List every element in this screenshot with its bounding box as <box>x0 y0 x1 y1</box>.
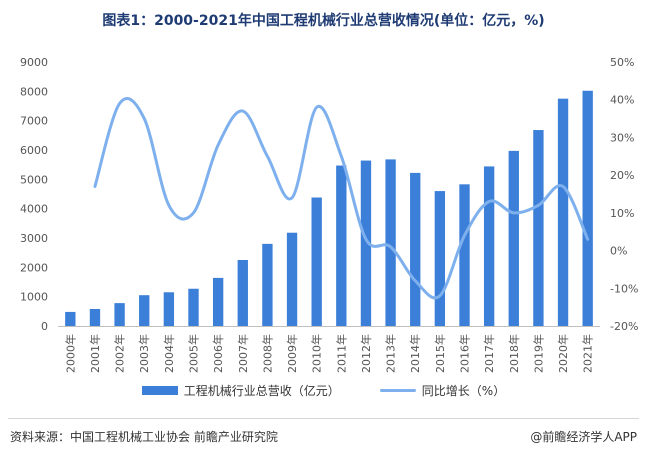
x-tick-label-17: 2017年 <box>482 334 496 373</box>
legend: 工程机械行业总营收（亿元） 同比增长（%） <box>0 382 647 399</box>
x-tick-label-18: 2018年 <box>507 334 521 373</box>
bar-2005年 <box>188 288 199 326</box>
growth-line <box>93 97 590 300</box>
x-tick-label-7: 2007年 <box>236 334 250 373</box>
bar-2001年 <box>89 308 101 326</box>
bar-2015年 <box>434 191 446 326</box>
right-tick-label-2: 0% <box>610 245 627 258</box>
x-tick-label-11: 2011年 <box>334 334 348 373</box>
legend-line-swatch <box>379 389 416 392</box>
x-axis: 2000年 2001年 2002年 2003年 2004年 2005年 2006年 2007年… <box>58 326 600 373</box>
bar-2004年 <box>163 292 175 326</box>
left-tick-label-9: 9000 <box>20 56 48 69</box>
bar-2012年 <box>360 160 372 326</box>
legend-line-label: 同比增长（%） <box>421 384 506 398</box>
x-tick-label-14: 2014年 <box>408 334 422 373</box>
bar-2010年 <box>311 197 322 326</box>
bar-2007年 <box>237 260 248 326</box>
brand-credit: @前瞻经济学人APP <box>530 430 637 444</box>
x-tick-label-3: 2003年 <box>137 334 151 373</box>
bar-2017年 <box>483 166 495 326</box>
bar-2000年 <box>65 311 76 326</box>
left-tick-label-4: 4000 <box>20 203 48 216</box>
bar-2009年 <box>286 232 298 326</box>
bar-2016年 <box>459 184 470 326</box>
chart-title: 图表1：2000-2021年中国工程机械行业总营收情况(单位：亿元，%) <box>102 13 545 29</box>
chart-canvas: 0 1000 2000 3000 4000 5000 6000 7000 8000 9000 -2… <box>20 56 638 373</box>
right-tick-label-5: 30% <box>610 131 634 144</box>
source-note: 资料来源：中国工程机械工业协会 前瞻产业研究院 <box>10 430 278 444</box>
bar-2018年 <box>508 150 519 326</box>
x-tick-label-1: 2001年 <box>88 334 102 373</box>
x-tick-label-20: 2020年 <box>556 334 570 373</box>
right-tick-label-1: -10% <box>610 282 638 295</box>
x-tick-label-9: 2009年 <box>285 334 299 373</box>
bar-2021年 <box>582 90 593 326</box>
legend-bar-label: 工程机械行业总营收（亿元） <box>183 384 340 398</box>
x-tick-label-6: 2006年 <box>211 334 225 373</box>
x-tick-label-21: 2021年 <box>581 334 595 373</box>
x-tick-label-16: 2016年 <box>458 334 472 373</box>
left-tick-label-3: 3000 <box>20 232 48 245</box>
footer-divider <box>8 418 639 419</box>
x-tick-label-8: 2008年 <box>260 334 274 373</box>
bar-2008年 <box>262 243 273 326</box>
x-tick-label-13: 2013年 <box>384 334 398 373</box>
bar-2020年 <box>557 98 569 327</box>
left-tick-label-7: 7000 <box>20 115 48 128</box>
x-tick-label-15: 2015年 <box>433 334 447 373</box>
bar-2011年 <box>336 165 347 326</box>
right-tick-label-3: 10% <box>610 207 634 220</box>
legend-item-growth: 同比增长（%） <box>379 382 506 399</box>
x-tick-label-12: 2012年 <box>359 334 373 373</box>
right-tick-label-6: 40% <box>610 94 634 107</box>
x-tick-label-10: 2010年 <box>310 334 324 373</box>
right-tick-label-0: -20% <box>610 320 638 333</box>
bar-2013年 <box>385 159 396 326</box>
bar-2014年 <box>410 172 421 326</box>
left-tick-label-5: 5000 <box>20 173 48 186</box>
right-tick-label-7: 50% <box>610 56 634 69</box>
left-tick-label-6: 6000 <box>20 144 48 157</box>
legend-bar-swatch <box>141 386 178 395</box>
x-tick-label-4: 2004年 <box>162 334 176 373</box>
left-tick-label-2: 2000 <box>20 261 48 274</box>
left-tick-label-1: 1000 <box>20 291 48 304</box>
right-axis: -20% -10% 0% 10% 20% 30% 40% 50% <box>610 56 638 333</box>
left-tick-label-8: 8000 <box>20 85 48 98</box>
right-tick-label-4: 20% <box>610 169 634 182</box>
bar-series <box>65 90 593 327</box>
x-tick-label-19: 2019年 <box>531 334 545 373</box>
bar-2003年 <box>139 295 150 326</box>
left-tick-label-0: 0 <box>41 320 48 333</box>
x-tick-label-0: 2000年 <box>63 334 77 373</box>
bar-2002年 <box>114 303 125 326</box>
legend-item-revenue: 工程机械行业总营收（亿元） <box>141 382 340 399</box>
bar-2006年 <box>212 277 224 326</box>
left-axis: 0 1000 2000 3000 4000 5000 6000 7000 8000 9000 <box>20 56 48 333</box>
bar-2019年 <box>533 130 544 326</box>
x-tick-label-5: 2005年 <box>187 334 201 373</box>
x-tick-label-2: 2002年 <box>113 334 127 373</box>
